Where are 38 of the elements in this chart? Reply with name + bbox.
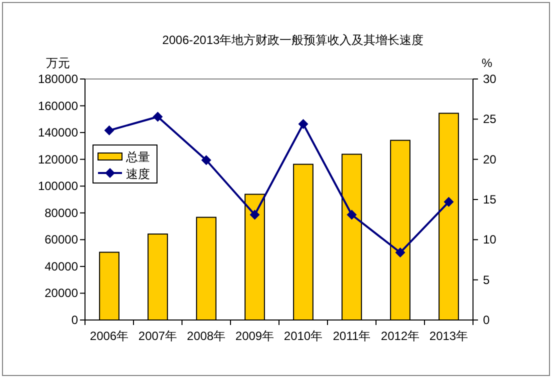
x-tick-label: 2010年 — [284, 329, 323, 343]
y-tick-label: 60000 — [44, 232, 78, 247]
legend-label: 速度 — [126, 167, 150, 181]
y-tick-label: 160000 — [38, 98, 78, 113]
y2-tick-label: 25 — [483, 112, 497, 126]
x-tick-label: 2007年 — [138, 329, 178, 343]
x-tick-label: 2012年 — [380, 329, 420, 343]
y-axis-title: 万元 — [46, 56, 70, 70]
y-tick-label: 120000 — [38, 152, 78, 166]
x-tick-label: 2011年 — [332, 329, 371, 343]
chart-title: 2006-2013年地方财政一般预算收入及其增长速度 — [162, 33, 424, 47]
point — [152, 112, 163, 122]
x-tick-label: 2009年 — [235, 329, 274, 343]
y-tick-label: 100000 — [38, 179, 78, 194]
point — [250, 210, 260, 220]
point — [346, 210, 357, 220]
point — [104, 125, 114, 136]
point — [444, 196, 454, 207]
y-tick-label: 20000 — [44, 286, 78, 300]
point — [395, 248, 406, 258]
x-tick-label: 2013年 — [429, 329, 468, 343]
x-tick-label: 2008年 — [186, 329, 226, 343]
x-tick-label: 2006年 — [90, 329, 129, 343]
y2-tick-label: 0 — [483, 313, 490, 327]
y2-tick-label: 15 — [483, 192, 497, 206]
point — [298, 118, 308, 129]
y-tick-label: 140000 — [38, 126, 78, 140]
y2-tick-label: 20 — [483, 152, 497, 166]
y2-tick-label: 30 — [483, 72, 497, 86]
y2-tick-label: 10 — [483, 232, 497, 247]
y-tick-label: 80000 — [44, 206, 78, 220]
y2-axis-title: % — [482, 56, 493, 70]
legend-label: 总量 — [125, 150, 150, 164]
y-tick-label: 40000 — [44, 259, 78, 274]
y-tick-label: 180000 — [38, 72, 78, 86]
y-tick-label: 0 — [71, 313, 78, 327]
point — [201, 155, 212, 166]
y2-tick-label: 5 — [483, 272, 490, 287]
